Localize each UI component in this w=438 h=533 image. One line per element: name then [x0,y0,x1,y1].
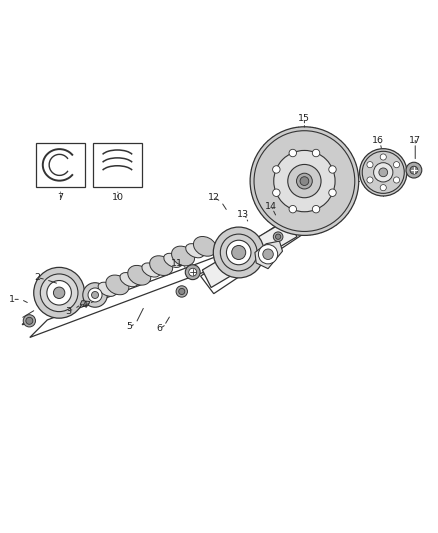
Circle shape [258,245,278,264]
Circle shape [179,288,185,295]
Text: 15: 15 [298,114,311,123]
Circle shape [88,288,102,302]
Text: 6: 6 [157,324,163,333]
Circle shape [220,234,257,271]
Text: 7: 7 [57,193,64,202]
Ellipse shape [186,244,204,258]
Circle shape [312,205,320,213]
Circle shape [300,177,309,185]
Circle shape [40,274,78,312]
Circle shape [379,168,388,177]
Circle shape [53,287,65,298]
Text: 13: 13 [237,211,249,219]
Circle shape [393,161,399,168]
Ellipse shape [142,263,160,277]
Ellipse shape [164,253,182,268]
Circle shape [263,249,273,260]
Circle shape [273,232,283,241]
Circle shape [288,165,321,198]
Circle shape [410,166,418,174]
Circle shape [176,286,187,297]
Circle shape [380,154,386,160]
Circle shape [297,173,312,189]
Circle shape [34,268,85,318]
Polygon shape [255,241,283,269]
Text: 4: 4 [81,301,87,310]
Circle shape [374,163,393,182]
Polygon shape [201,215,306,294]
Text: 17: 17 [409,136,421,145]
Circle shape [312,149,320,157]
Polygon shape [80,301,90,305]
Circle shape [92,292,99,298]
Ellipse shape [106,275,129,295]
Circle shape [272,166,280,173]
Text: 3: 3 [65,306,71,316]
Circle shape [289,205,297,213]
Circle shape [23,314,35,327]
Circle shape [226,240,251,265]
Text: 2: 2 [34,273,40,282]
Text: 5: 5 [126,322,132,332]
Text: 11: 11 [171,259,184,268]
Ellipse shape [172,246,194,266]
Circle shape [185,265,200,280]
Circle shape [250,127,359,236]
Circle shape [276,234,281,239]
Polygon shape [202,219,297,287]
Ellipse shape [194,237,216,256]
Circle shape [362,151,404,193]
Ellipse shape [98,282,117,296]
Ellipse shape [120,272,138,287]
Circle shape [380,184,386,191]
Circle shape [367,161,373,168]
Circle shape [393,177,399,183]
Circle shape [26,317,33,324]
Circle shape [274,150,335,212]
Ellipse shape [150,256,173,276]
Circle shape [406,162,422,178]
Text: 16: 16 [371,136,384,145]
Circle shape [360,149,407,196]
Bar [36,143,85,187]
Text: 12: 12 [208,193,220,202]
Circle shape [367,177,373,183]
Bar [93,143,142,187]
Text: 10: 10 [112,193,124,202]
Text: 1: 1 [9,295,15,304]
Circle shape [83,282,107,307]
Circle shape [189,268,197,276]
Ellipse shape [128,265,151,285]
Circle shape [232,246,246,260]
Circle shape [47,280,71,305]
Circle shape [272,189,280,197]
Circle shape [329,166,336,173]
Circle shape [289,149,297,157]
Circle shape [213,227,264,278]
Circle shape [254,131,355,231]
Circle shape [329,189,336,197]
Text: 14: 14 [265,201,277,211]
Polygon shape [30,241,258,337]
